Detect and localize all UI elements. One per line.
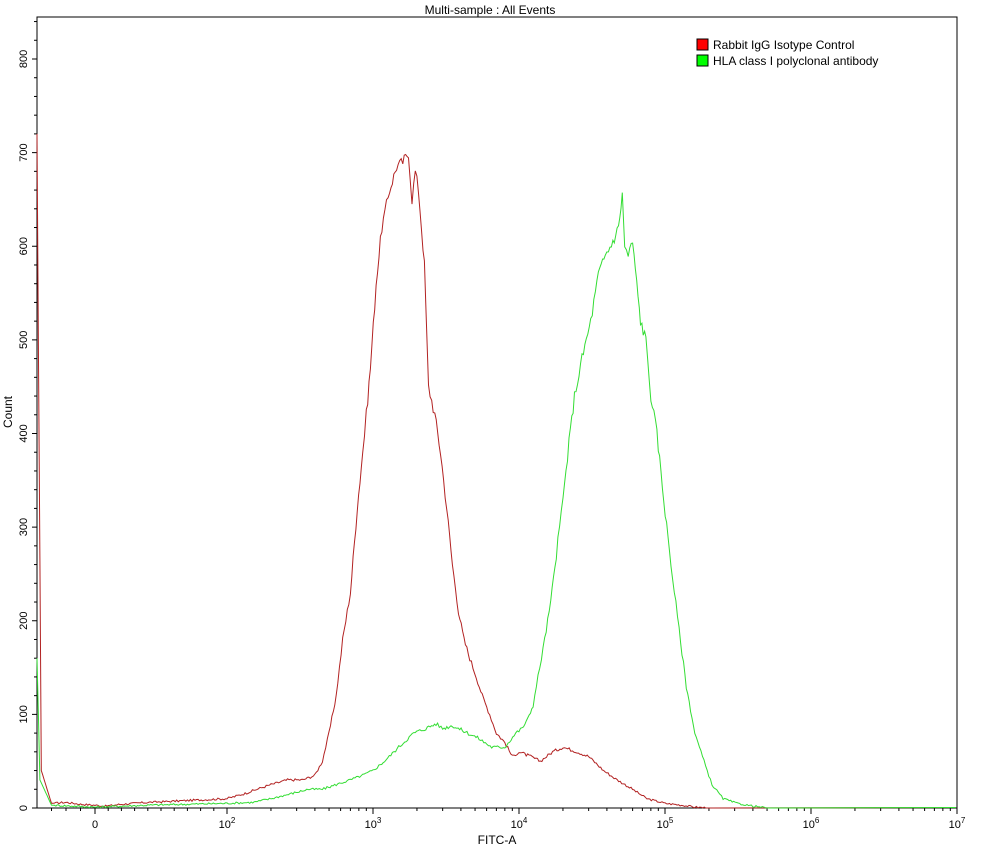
y-tick-label: 400: [18, 424, 30, 442]
y-tick-label: 800: [18, 50, 30, 68]
chart-title: Multi-sample : All Events: [425, 3, 556, 17]
y-tick-label: 300: [18, 518, 30, 536]
plot-frame: [36, 16, 958, 809]
y-axis-label: Count: [1, 395, 15, 428]
x-tick-label: 0: [92, 819, 98, 831]
y-tick-label: 200: [18, 612, 30, 630]
y-tick-label: 600: [18, 237, 30, 255]
legend: Rabbit IgG Isotype Control HLA class I po…: [696, 38, 878, 68]
x-tick-label: 102: [219, 816, 236, 831]
y-tick-label: 700: [18, 143, 30, 161]
legend-swatch: [696, 54, 709, 67]
x-tick-label: 106: [803, 816, 820, 831]
series-line: [36, 133, 957, 809]
x-tick-label: 105: [657, 816, 674, 831]
x-tick-label: 103: [365, 816, 382, 831]
x-tick-label: 104: [511, 816, 528, 831]
x-tick-label: 107: [949, 816, 966, 831]
series-line: [36, 192, 957, 809]
legend-swatch: [696, 38, 709, 51]
x-axis: 0 102 103 104 105 106 107: [51, 808, 966, 831]
series-layer: [36, 133, 957, 809]
y-tick-label: 100: [18, 705, 30, 723]
y-tick-label: 500: [18, 331, 30, 349]
legend-label: Rabbit IgG Isotype Control: [713, 38, 854, 52]
y-axis: 0 100 200 300 400 500 600 700 800: [18, 21, 37, 811]
y-tick-label: 0: [18, 805, 30, 811]
legend-label: HLA class I polyclonal antibody: [713, 54, 878, 68]
x-axis-label: FITC-A: [478, 833, 517, 847]
